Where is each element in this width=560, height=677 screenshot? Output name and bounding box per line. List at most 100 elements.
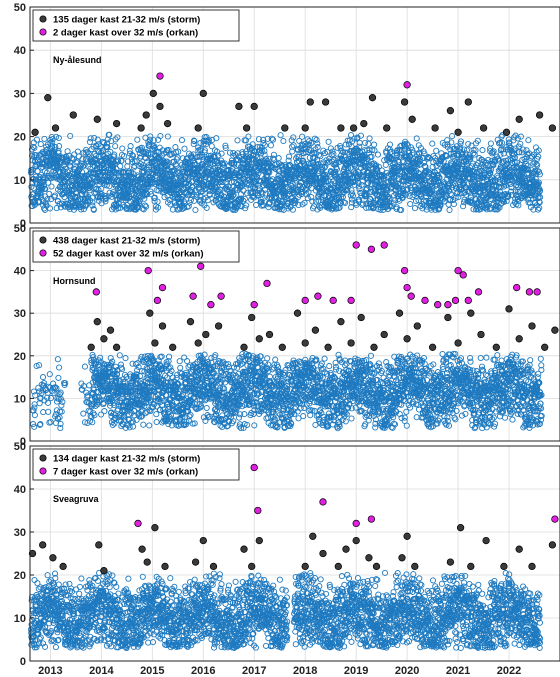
storm-point [408, 115, 416, 123]
gust-point [51, 192, 59, 199]
gust-point [119, 145, 126, 152]
gust-point [40, 182, 48, 189]
gust-point [141, 202, 149, 209]
gust-point [83, 201, 90, 208]
gust-point [57, 204, 64, 211]
gust-point [46, 205, 54, 212]
y-tick-label: 40 [14, 45, 26, 57]
y-tick-label: 10 [14, 175, 26, 187]
storm-point [321, 98, 330, 106]
gust-point [73, 194, 80, 201]
gust-point [87, 135, 94, 142]
gust-point [91, 134, 98, 141]
gust-point [47, 175, 55, 182]
gust-point [130, 171, 137, 178]
gust-point [141, 154, 148, 161]
storm-point [301, 124, 309, 132]
gust-point [98, 191, 105, 198]
gust-point [94, 136, 101, 143]
gust-point [129, 152, 136, 159]
gust-point [44, 196, 51, 203]
daily-gust-points [27, 131, 544, 214]
gust-point [67, 132, 74, 140]
gust-point [53, 205, 60, 212]
storm-point [93, 115, 101, 123]
gust-point [104, 144, 111, 151]
gust-point [112, 143, 119, 150]
storm-point [454, 128, 462, 136]
y-tick-label: 50 [14, 2, 26, 14]
storm-point [112, 119, 121, 128]
gust-point [101, 165, 108, 172]
gust-point [127, 143, 134, 150]
storm-point [156, 102, 164, 111]
gust-point [102, 198, 109, 205]
gust-point [63, 158, 70, 165]
storm-point [149, 89, 157, 98]
gust-point [136, 200, 143, 207]
gust-point [90, 206, 97, 213]
gust-point [138, 144, 145, 151]
gust-point [140, 162, 147, 169]
gust-point [33, 136, 40, 143]
storm-point [137, 124, 145, 132]
storm-point [44, 94, 52, 102]
y-tick-label: 20 [14, 132, 26, 144]
storm-point [31, 128, 39, 136]
gust-point [41, 135, 48, 142]
orkan-point [156, 72, 164, 80]
gust-point [121, 153, 128, 160]
storm-point [535, 111, 544, 119]
gust-point [51, 147, 58, 154]
storm-point [163, 119, 172, 128]
gust-point [37, 141, 44, 148]
gust-point [55, 163, 62, 171]
gust-point [106, 131, 113, 138]
gust-point [123, 205, 130, 213]
gust-point [143, 203, 150, 210]
storm-point [548, 124, 557, 132]
storm-point [250, 102, 258, 111]
storm-point [142, 111, 150, 119]
legend-entry: 135 dager kast 21-32 m/s (storm) [53, 15, 200, 26]
storm-point [51, 124, 60, 132]
gust-point [46, 190, 53, 197]
gust-point [107, 177, 114, 184]
gust-point [99, 138, 107, 145]
gust-point [42, 186, 49, 193]
gust-point [27, 169, 35, 176]
gust-point [34, 168, 41, 175]
gust-point [129, 152, 137, 159]
storm-point [431, 124, 439, 132]
legend-marker [39, 15, 47, 23]
gust-point [113, 169, 120, 176]
gust-point [123, 202, 130, 209]
gust-point [112, 136, 119, 143]
storm-point [368, 94, 377, 102]
gust-point [133, 157, 140, 164]
gust-point [120, 201, 127, 208]
gust-point [115, 158, 122, 165]
gust-point [31, 144, 38, 151]
legend: 135 dager kast 21-32 m/s (storm)2 dager … [32, 9, 240, 42]
storm-point [242, 124, 251, 132]
gust-point [80, 206, 87, 213]
gust-point [90, 143, 97, 150]
gust-point [93, 165, 101, 172]
storm-point [235, 102, 243, 111]
storm-point [360, 119, 368, 128]
storm-point [306, 98, 314, 106]
storm-point [515, 115, 523, 123]
storm-point [337, 124, 345, 132]
gust-point [89, 199, 96, 206]
gust-point [31, 197, 38, 205]
storm-point [69, 111, 77, 119]
gust-point [62, 153, 70, 161]
storm-point [446, 107, 455, 115]
gust-point [106, 183, 113, 190]
storm-point [464, 98, 472, 106]
gust-point [48, 183, 55, 190]
gust-point [46, 174, 53, 181]
